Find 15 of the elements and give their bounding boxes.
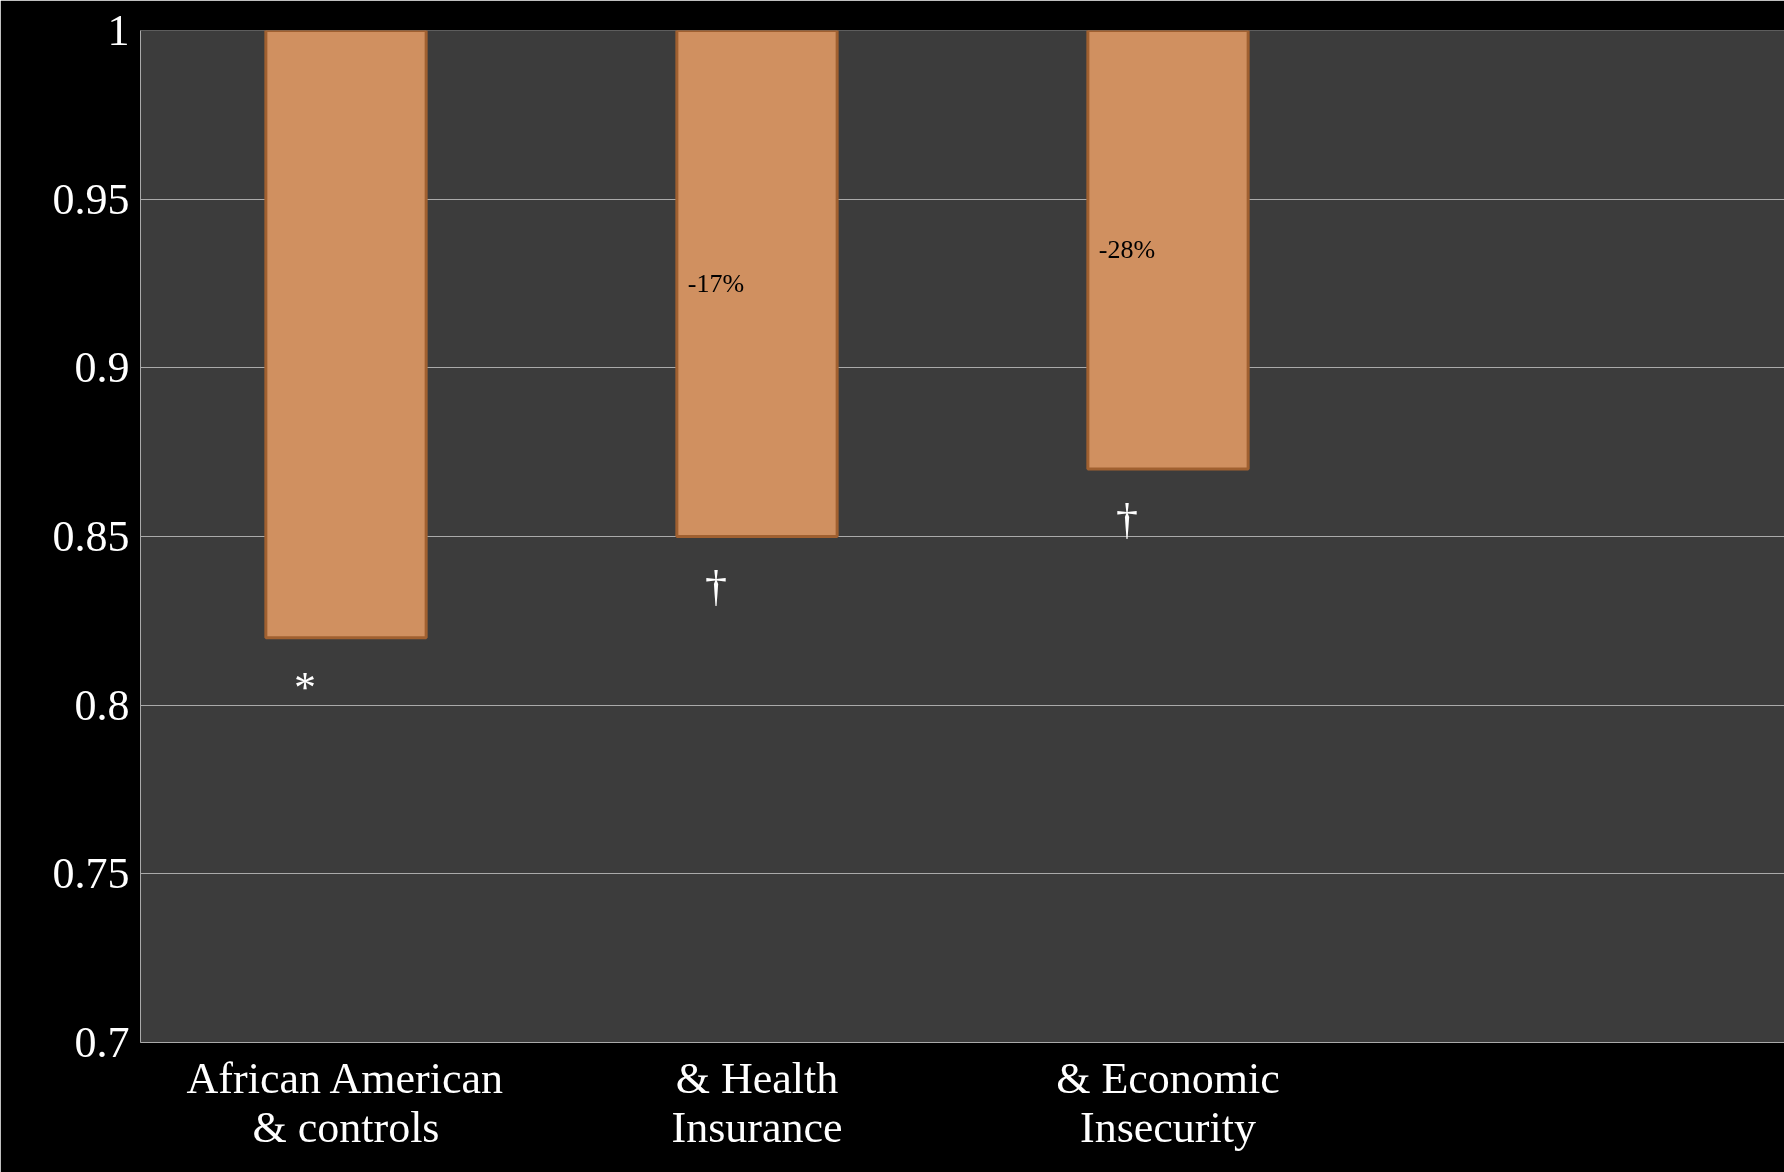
x-tick-label: & Economic Insecurity (1056, 1053, 1280, 1152)
y-tick-label: 0.7 (74, 1018, 130, 1067)
y-tick-label: 1 (107, 6, 130, 55)
annotation: † (704, 562, 727, 611)
x-tick-label: African American & controls (186, 1053, 503, 1152)
annotation: * (293, 663, 316, 713)
y-tick-label: 0.9 (74, 343, 130, 393)
y-tick-label: 0.8 (74, 680, 130, 730)
annotation: -17% (687, 269, 745, 298)
y-tick-label: 0.85 (52, 512, 130, 561)
y-tick-label: 0.95 (52, 174, 130, 224)
annotation: † (1115, 494, 1138, 544)
y-tick-label: 0.75 (52, 849, 130, 899)
x-tick-label: & Health Insurance (671, 1053, 843, 1152)
annotation: -28% (1098, 235, 1156, 265)
